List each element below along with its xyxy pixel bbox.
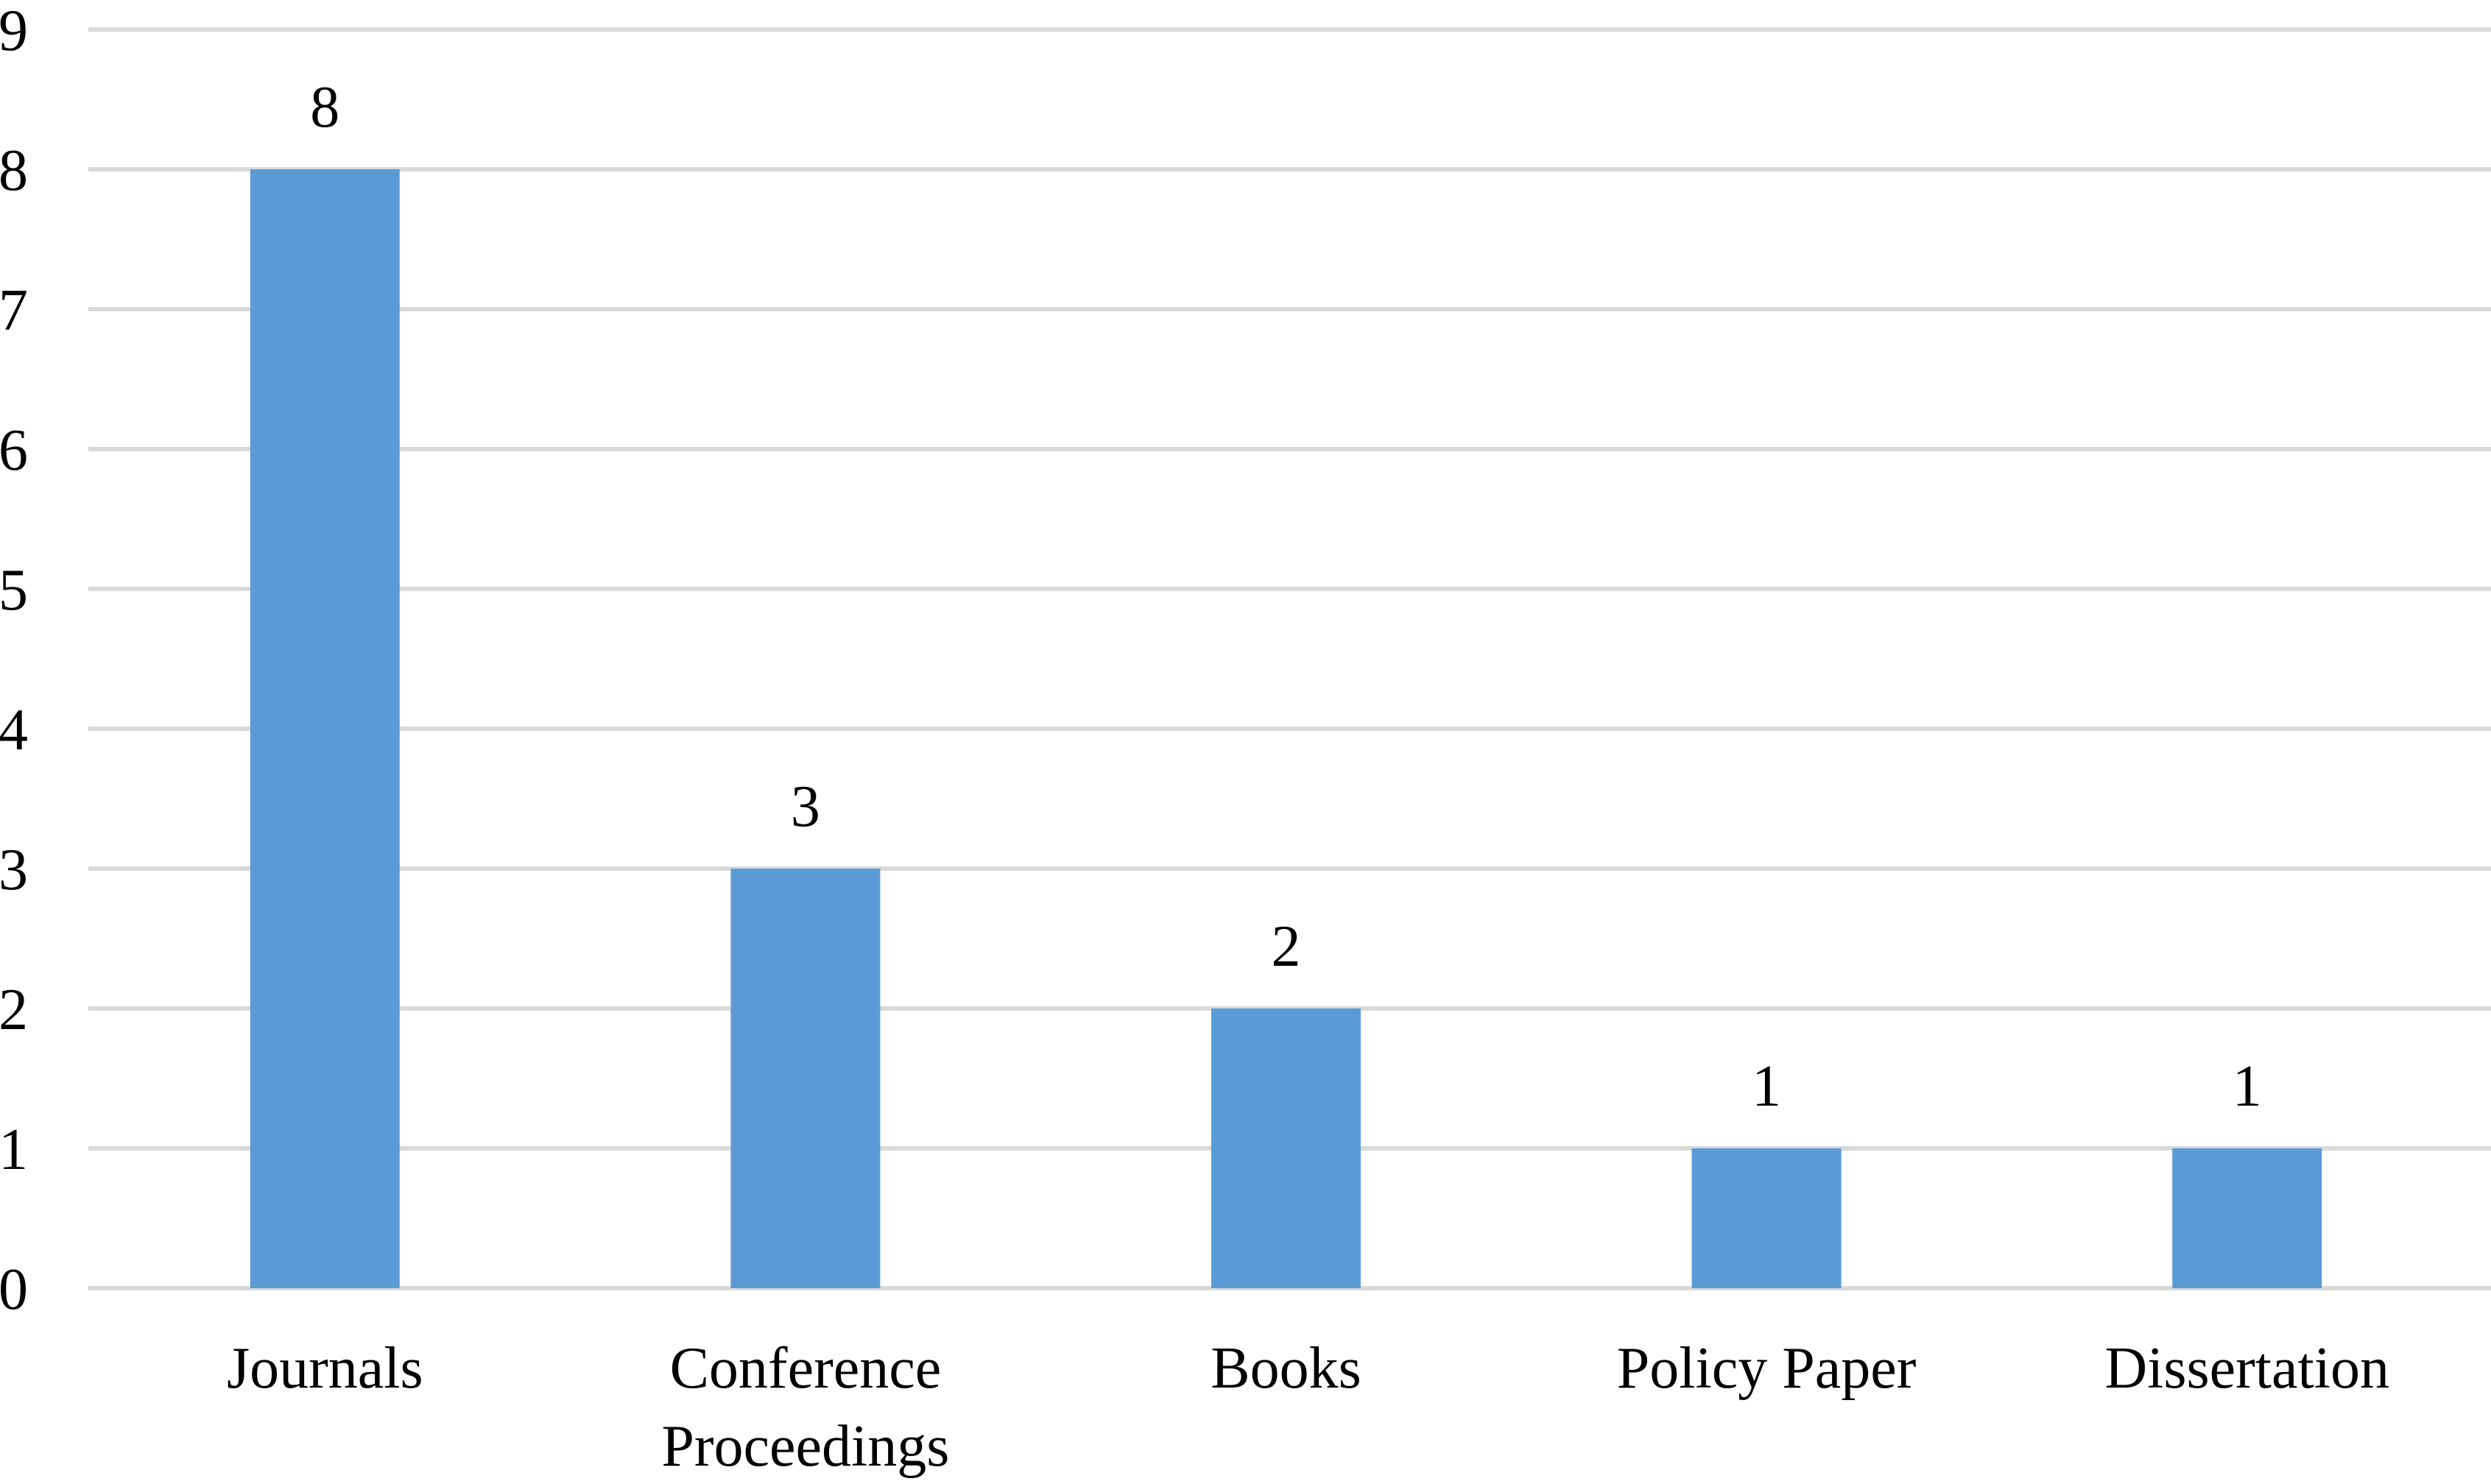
x-category-label: Conference — [670, 1336, 942, 1401]
bar — [730, 869, 881, 1288]
data-label: 1 — [2233, 1054, 2262, 1119]
bar — [2172, 1148, 2322, 1288]
y-tick-label: 3 — [0, 838, 28, 902]
data-label: 3 — [791, 774, 820, 839]
x-category-label: Policy Paper — [1617, 1336, 1917, 1401]
data-label: 2 — [1272, 914, 1301, 979]
x-category-label: Journals — [227, 1336, 423, 1401]
data-labels: 8 3 2 1 1 — [310, 75, 2261, 1119]
y-tick-label: 9 — [0, 0, 28, 63]
bar — [1691, 1148, 1842, 1288]
y-tick-label: 6 — [0, 418, 28, 483]
y-tick-label: 5 — [0, 558, 28, 623]
data-label: 8 — [310, 75, 339, 140]
y-tick-label: 1 — [0, 1117, 28, 1182]
x-category-label: Dissertation — [2104, 1336, 2389, 1401]
y-tick-label: 4 — [0, 698, 28, 763]
y-tick-label: 2 — [0, 978, 28, 1042]
x-axis-category-labels: Journals Conference Proceedings Books Policy… — [227, 1336, 2389, 1479]
x-category-label: Books — [1211, 1336, 1361, 1401]
bars — [250, 169, 2322, 1288]
x-category-label: Proceedings — [661, 1414, 949, 1479]
data-label: 1 — [1752, 1054, 1781, 1119]
bar — [1211, 1008, 1361, 1288]
bar — [250, 169, 400, 1288]
y-tick-label: 8 — [0, 138, 28, 203]
y-tick-label: 7 — [0, 278, 28, 343]
gridlines — [88, 27, 2491, 1290]
y-axis-tick-labels: 0 1 2 3 4 5 6 7 8 9 — [0, 0, 28, 1322]
y-tick-label: 0 — [0, 1257, 28, 1322]
